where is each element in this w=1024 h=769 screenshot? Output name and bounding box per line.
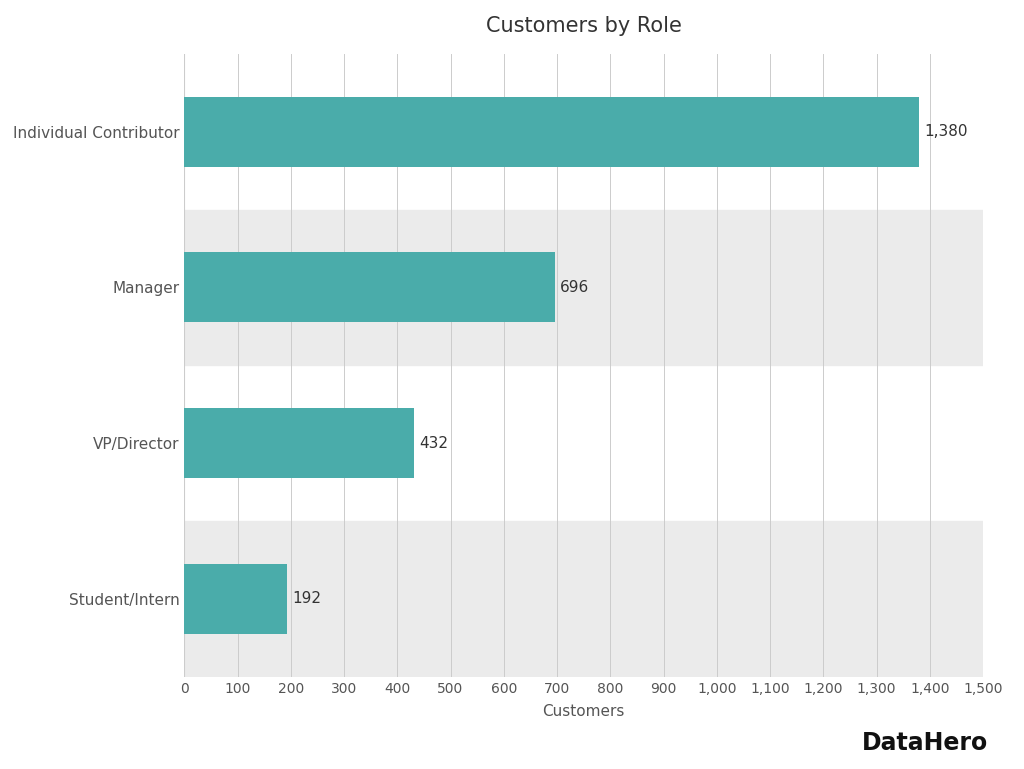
Bar [184,408,415,478]
Title: Customers by Role: Customers by Role [485,15,682,35]
Text: 1,380: 1,380 [925,124,968,139]
Y-axis label: Role: Role [0,348,2,382]
Text: 192: 192 [292,591,321,607]
Bar [184,521,983,677]
Bar [184,564,287,634]
Text: 696: 696 [560,280,590,295]
X-axis label: Customers: Customers [543,704,625,719]
Bar [184,97,920,167]
Text: 432: 432 [420,435,449,451]
Text: DataHero: DataHero [862,731,988,755]
Bar [184,209,983,365]
Bar [184,252,555,322]
